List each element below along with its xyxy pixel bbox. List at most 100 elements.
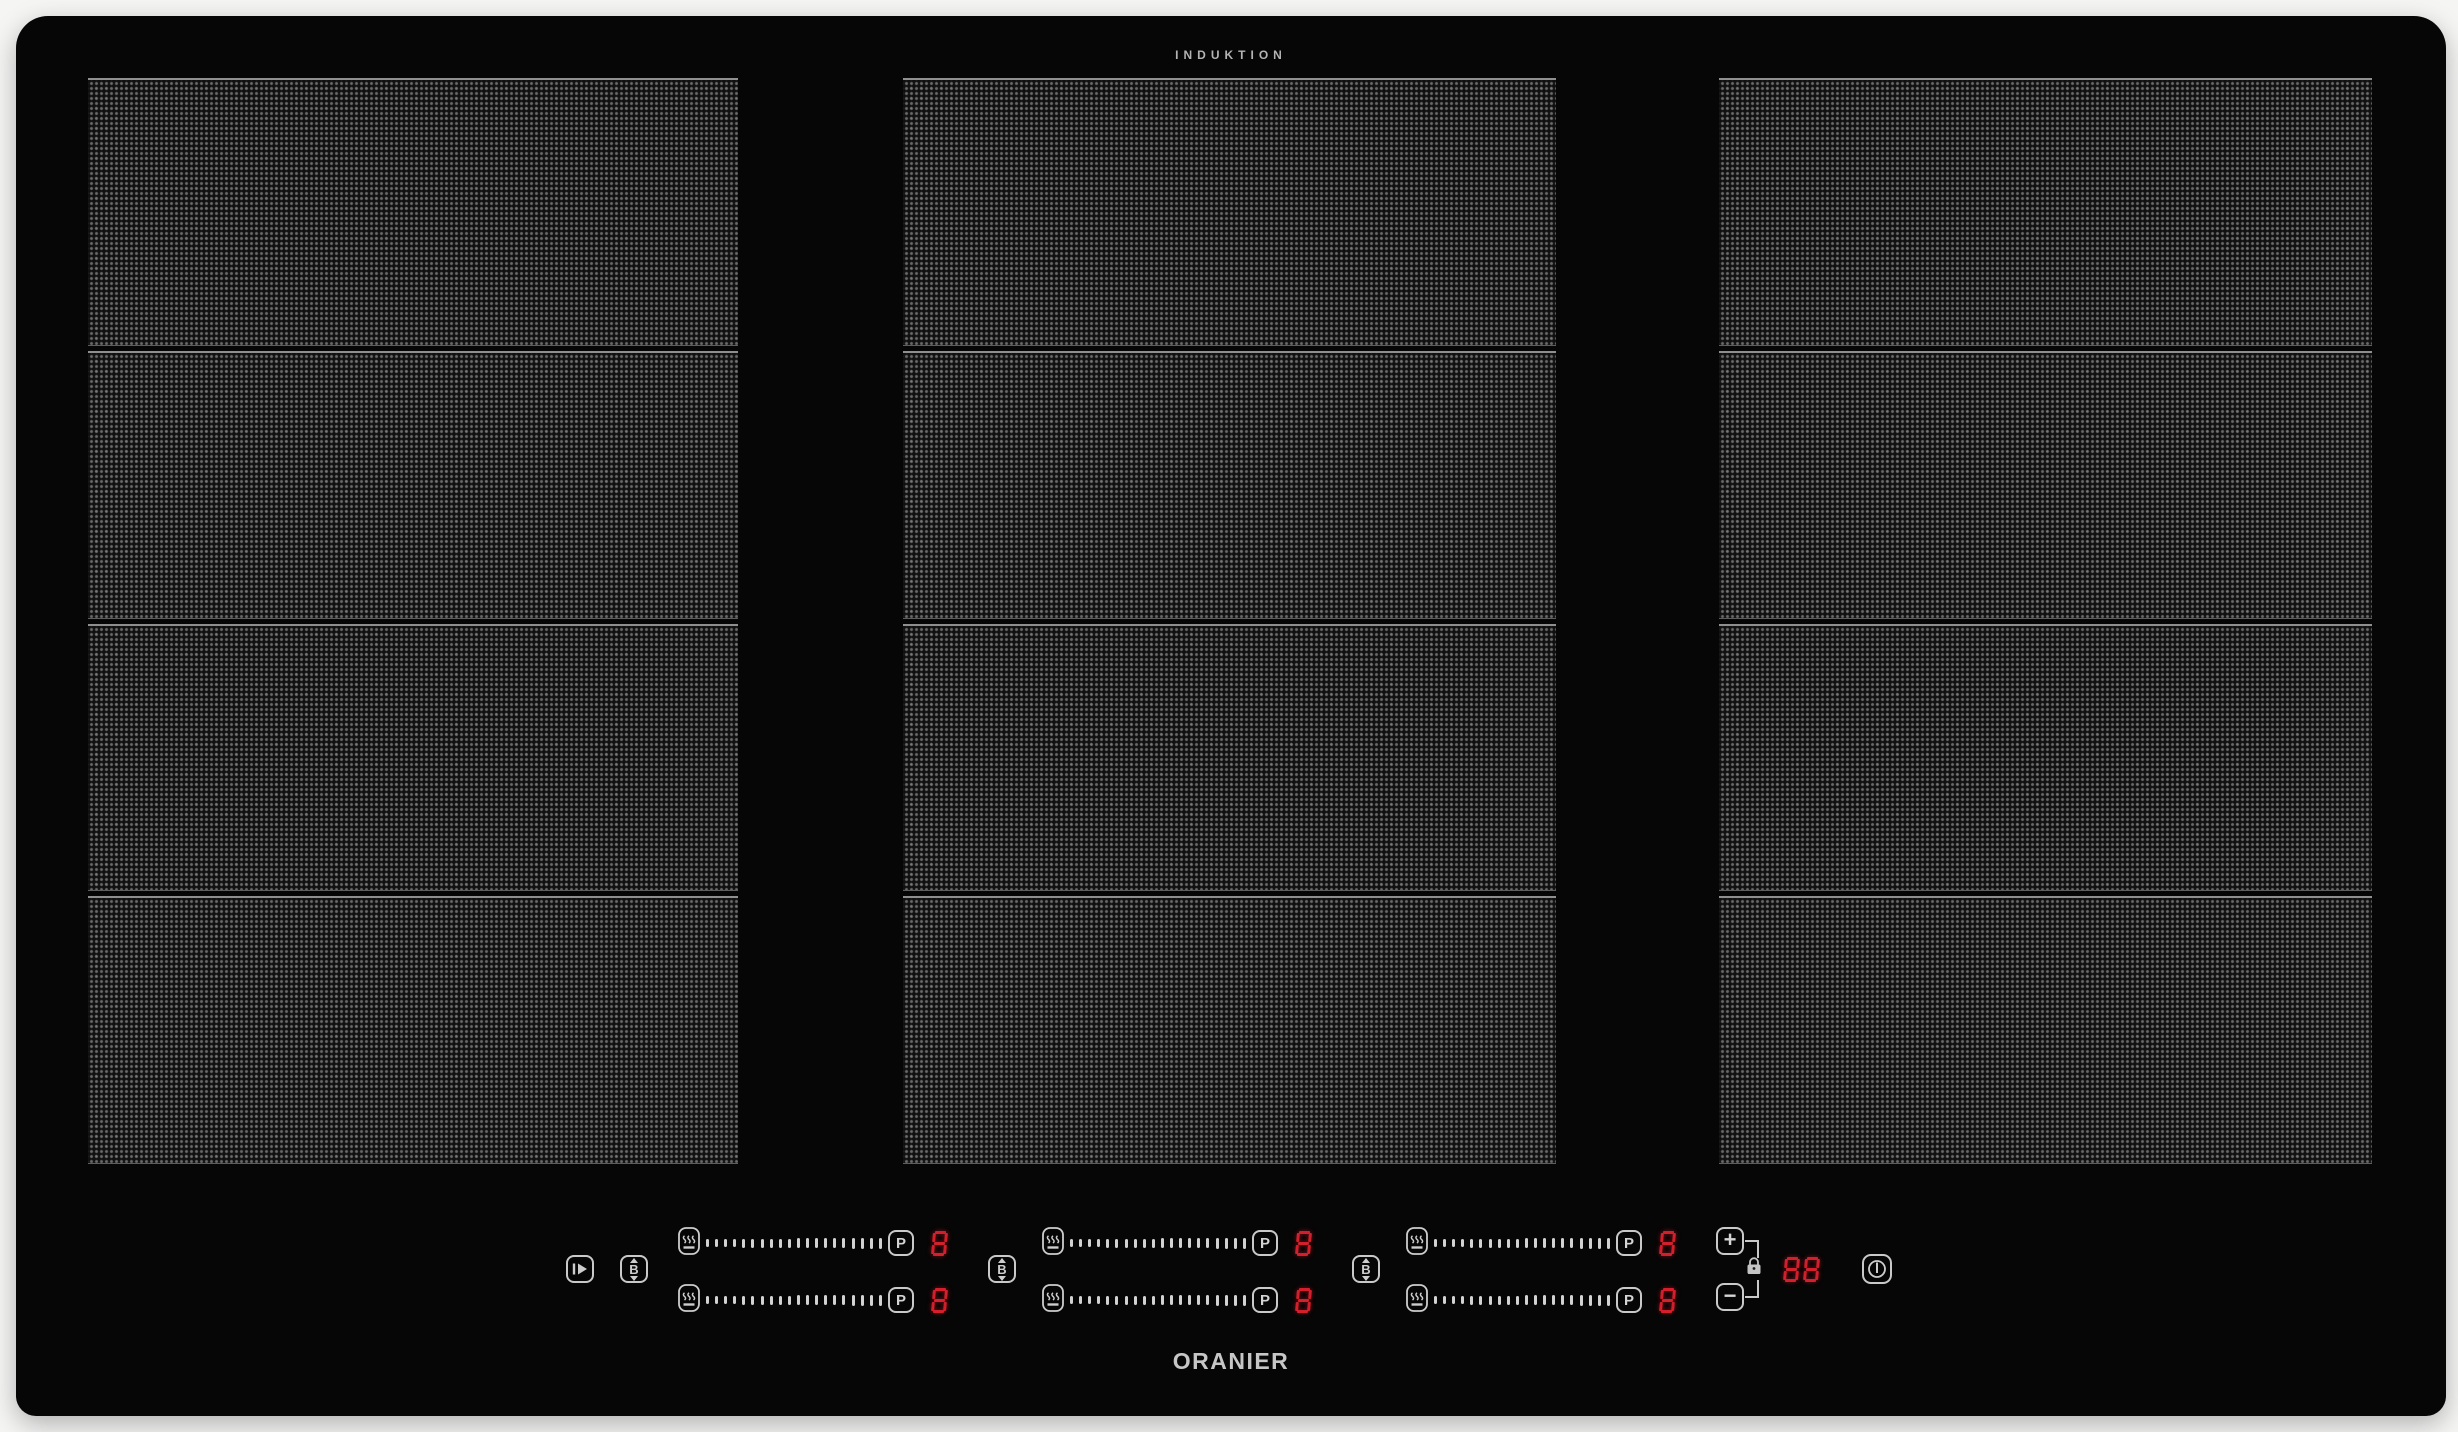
stop-go-button[interactable] [566,1255,594,1283]
slider-row: P [1042,1226,1312,1260]
slider-tick [1242,1237,1246,1249]
zone-segment [1719,350,2372,619]
slider-tick [706,1239,709,1247]
key-lock-icon [1744,1256,1764,1280]
slider-tick [760,1238,764,1248]
slider-tick [1188,1238,1192,1248]
slider-tick [1215,1237,1219,1249]
bridge-button-2[interactable]: B [988,1255,1016,1283]
slider-tick [824,1238,828,1248]
slider-tick [1115,1295,1119,1305]
power-level-display [1295,1287,1312,1313]
slider-tick [1097,1296,1101,1304]
slider-tick [1597,1294,1601,1306]
power-slider[interactable] [1070,1229,1246,1257]
slider-tick [1070,1296,1073,1304]
chevron-down-icon [1362,1275,1370,1281]
power-slider[interactable] [706,1286,882,1314]
keep-warm-button[interactable] [678,1283,700,1317]
slider-tick [1106,1295,1110,1305]
boost-button[interactable]: P [1252,1287,1278,1313]
slider-tick [1461,1296,1465,1304]
slider-tick [1552,1238,1556,1248]
slider-tick [796,1238,800,1248]
slider-row: P [678,1283,948,1317]
plus-label: + [1723,1227,1737,1252]
keep-warm-icon [1042,1283,1064,1312]
slider-tick [1224,1294,1228,1306]
boost-button[interactable]: P [1616,1230,1642,1256]
slider-row: P [678,1226,948,1260]
slider-tick [1142,1295,1146,1305]
slider-tick [878,1237,882,1249]
power-level-display [931,1230,948,1256]
slider-tick [1170,1238,1174,1248]
power-level-display [1659,1230,1676,1256]
slider-tick [1151,1295,1155,1305]
zone-segment [1719,896,2372,1164]
slider-tick [1606,1294,1610,1306]
power-slider[interactable] [1070,1286,1246,1314]
boost-label: P [895,1234,906,1252]
brand-logo: ORANIER [1172,1348,1290,1374]
slider-tick [1524,1238,1528,1248]
keep-warm-button[interactable] [1406,1283,1428,1317]
slider-tick [796,1295,800,1305]
zone-segment [1719,623,2372,892]
boost-button[interactable]: P [888,1287,914,1313]
power-slider[interactable] [706,1229,882,1257]
boost-label: P [1259,1291,1270,1309]
boost-button[interactable]: P [888,1230,914,1256]
slider-tick [742,1238,746,1248]
power-slider[interactable] [1434,1286,1610,1314]
keep-warm-icon [678,1226,700,1255]
slider-tick [1115,1238,1119,1248]
keep-warm-button[interactable] [1042,1226,1064,1260]
slider-tick [1470,1238,1474,1248]
slider-tick [1561,1295,1565,1305]
slider-tick [1434,1296,1437,1304]
slider-tick [815,1295,819,1305]
slider-tick [1534,1295,1538,1305]
power-button[interactable] [1862,1254,1892,1284]
zone-segment [903,896,1556,1164]
cooktop-surface: INDUKTION B B B [16,16,2446,1416]
slider-tick [787,1295,791,1305]
bridge-letter: B [1361,1261,1371,1277]
slider-tick [778,1238,782,1248]
timer-plus-button[interactable]: + [1716,1227,1744,1255]
slider-tick [1197,1295,1201,1305]
slider-tick [860,1237,864,1249]
keep-warm-icon [1406,1283,1428,1312]
keep-warm-button[interactable] [678,1226,700,1260]
slider-tick [1479,1238,1483,1248]
keep-warm-button[interactable] [1042,1283,1064,1317]
slider-tick [751,1295,755,1305]
keep-warm-icon [1042,1226,1064,1255]
power-level-display [1295,1230,1312,1256]
slider-tick [1515,1238,1519,1248]
power-level-display [1659,1287,1676,1313]
slider-tick [860,1294,864,1306]
boost-label: P [1623,1291,1634,1309]
keep-warm-button[interactable] [1406,1226,1428,1260]
bridge-button-3[interactable]: B [1352,1255,1380,1283]
slider-tick [1515,1295,1519,1305]
slider-tick [1179,1238,1183,1248]
slider-tick [1124,1295,1128,1305]
timer-minus-button[interactable]: − [1716,1283,1744,1311]
chevron-down-icon [998,1275,1006,1281]
slider-tick [842,1238,846,1248]
boost-button[interactable]: P [1252,1230,1278,1256]
slider-tick [1215,1294,1219,1306]
slider-row: P [1406,1283,1676,1317]
slider-tick [815,1238,819,1248]
boost-button[interactable]: P [1616,1287,1642,1313]
bridge-button-1[interactable]: B [620,1255,648,1283]
power-slider[interactable] [1434,1229,1610,1257]
slider-tick [878,1294,882,1306]
minus-label: − [1723,1283,1737,1308]
slider-tick [1170,1295,1174,1305]
slider-tick [1206,1238,1210,1248]
slider-tick [833,1295,837,1305]
